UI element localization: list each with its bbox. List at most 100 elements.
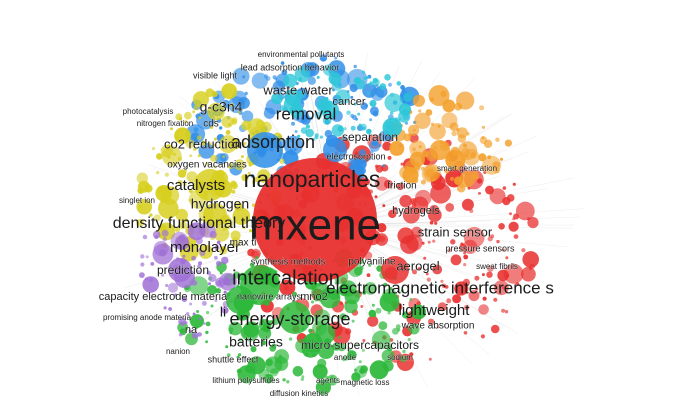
keyword-label-prediction[interactable]: prediction xyxy=(157,263,210,278)
keyword-node[interactable] xyxy=(332,326,351,345)
keyword-node[interactable] xyxy=(184,111,192,120)
keyword-node[interactable] xyxy=(238,353,242,357)
keyword-node[interactable] xyxy=(466,132,470,136)
keyword-node[interactable] xyxy=(432,239,436,243)
keyword-node[interactable] xyxy=(317,96,321,100)
keyword-node[interactable] xyxy=(221,256,229,265)
keyword-node[interactable] xyxy=(177,140,181,144)
keyword-node[interactable] xyxy=(461,198,474,211)
keyword-node[interactable] xyxy=(156,153,163,160)
keyword-node[interactable] xyxy=(490,324,500,334)
keyword-node[interactable] xyxy=(247,171,251,175)
keyword-node[interactable] xyxy=(292,299,296,303)
keyword-node[interactable] xyxy=(421,241,425,245)
keyword-node[interactable] xyxy=(374,195,378,199)
keyword-node[interactable] xyxy=(184,218,189,222)
keyword-node[interactable] xyxy=(314,111,323,120)
keyword-node[interactable] xyxy=(358,149,366,157)
keyword-label-lithium-polysulfides[interactable]: lithium polysulfides xyxy=(212,376,280,386)
keyword-node[interactable] xyxy=(431,178,435,182)
keyword-node[interactable] xyxy=(222,99,230,107)
keyword-node[interactable] xyxy=(207,285,218,295)
keyword-node[interactable] xyxy=(463,331,468,335)
keyword-node[interactable] xyxy=(168,307,173,311)
keyword-node[interactable] xyxy=(214,299,218,303)
keyword-node[interactable] xyxy=(301,375,305,379)
keyword-node[interactable] xyxy=(447,248,452,253)
keyword-node[interactable] xyxy=(429,204,440,216)
keyword-node[interactable] xyxy=(198,248,202,252)
keyword-node[interactable] xyxy=(237,97,250,109)
keyword-node[interactable] xyxy=(162,237,167,242)
keyword-node[interactable] xyxy=(282,378,286,382)
keyword-node[interactable] xyxy=(216,240,221,245)
keyword-node[interactable] xyxy=(138,205,142,209)
keyword-node[interactable] xyxy=(242,75,246,79)
keyword-node[interactable] xyxy=(446,298,452,304)
keyword-node[interactable] xyxy=(368,309,377,318)
keyword-node[interactable] xyxy=(326,374,338,386)
keyword-node[interactable] xyxy=(283,135,303,155)
keyword-node[interactable] xyxy=(219,126,223,130)
keyword-node[interactable] xyxy=(260,340,266,346)
keyword-node[interactable] xyxy=(198,261,202,266)
keyword-node[interactable] xyxy=(216,280,222,286)
keyword-node[interactable] xyxy=(250,346,257,353)
keyword-node[interactable] xyxy=(367,315,379,327)
keyword-node[interactable] xyxy=(196,310,200,313)
keyword-node[interactable] xyxy=(396,81,402,86)
keyword-node[interactable] xyxy=(163,306,167,310)
keyword-node[interactable] xyxy=(221,115,234,128)
keyword-node[interactable] xyxy=(242,225,246,230)
keyword-node[interactable] xyxy=(384,179,393,189)
keyword-node[interactable] xyxy=(300,127,308,134)
keyword-node[interactable] xyxy=(402,109,410,117)
keyword-label-polyaniline[interactable]: polyaniline xyxy=(348,256,396,268)
keyword-node[interactable] xyxy=(355,117,359,121)
keyword-node[interactable] xyxy=(193,147,197,151)
keyword-label-adsorption[interactable]: adsorption xyxy=(231,132,315,152)
keyword-node[interactable] xyxy=(512,182,516,186)
keyword-node[interactable] xyxy=(425,272,429,276)
keyword-node[interactable] xyxy=(156,171,160,175)
keyword-node[interactable] xyxy=(231,237,241,247)
keyword-node[interactable] xyxy=(456,183,466,193)
keyword-node[interactable] xyxy=(251,248,261,259)
keyword-node[interactable] xyxy=(347,350,357,360)
keyword-node[interactable] xyxy=(344,288,360,305)
keyword-node[interactable] xyxy=(375,164,384,173)
keyword-label-nanoparticles[interactable]: nanoparticles xyxy=(244,166,381,192)
keyword-node[interactable] xyxy=(413,162,421,170)
keyword-node[interactable] xyxy=(408,323,420,335)
keyword-node[interactable] xyxy=(249,229,253,233)
keyword-node[interactable] xyxy=(457,134,466,143)
keyword-node[interactable] xyxy=(382,360,394,372)
keyword-node[interactable] xyxy=(188,198,192,202)
keyword-node[interactable] xyxy=(482,155,502,175)
keyword-node[interactable] xyxy=(339,313,347,321)
keyword-node[interactable] xyxy=(300,377,304,381)
keyword-node[interactable] xyxy=(354,365,368,379)
keyword-node[interactable] xyxy=(335,89,351,105)
keyword-node[interactable] xyxy=(409,352,414,357)
keyword-node[interactable] xyxy=(362,339,366,342)
keyword-node[interactable] xyxy=(392,327,399,335)
keyword-node[interactable] xyxy=(436,325,440,329)
keyword-node[interactable] xyxy=(292,291,298,297)
keyword-label-strain-sensor[interactable]: strain sensor xyxy=(417,224,493,240)
keyword-node[interactable] xyxy=(319,54,328,62)
keyword-node[interactable] xyxy=(334,281,338,285)
keyword-node[interactable] xyxy=(387,311,391,315)
keyword-node[interactable] xyxy=(271,318,279,326)
keyword-label-visible-light[interactable]: visible light xyxy=(193,70,238,81)
keyword-node[interactable] xyxy=(136,198,152,215)
keyword-node[interactable] xyxy=(233,105,237,109)
keyword-label-wave-absorption[interactable]: wave absorption xyxy=(400,320,475,332)
keyword-node[interactable] xyxy=(360,305,364,308)
keyword-node[interactable] xyxy=(513,213,520,220)
keyword-label-lightweight[interactable]: lightweight xyxy=(399,302,471,319)
keyword-node[interactable] xyxy=(285,89,294,97)
keyword-node[interactable] xyxy=(197,154,201,158)
keyword-node[interactable] xyxy=(369,140,381,152)
keyword-node[interactable] xyxy=(451,130,457,137)
